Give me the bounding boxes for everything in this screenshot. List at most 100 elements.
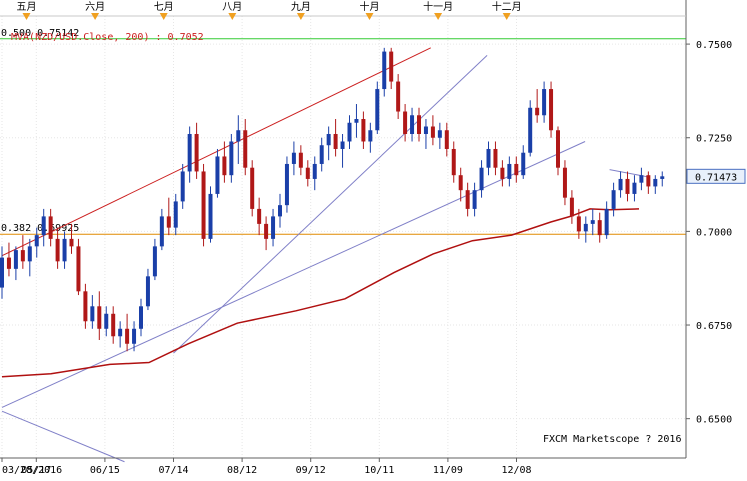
candle-body [549, 89, 554, 131]
candle-body [215, 156, 220, 194]
candle-body [430, 126, 435, 138]
candle-body [479, 167, 484, 191]
candle-up [486, 141, 491, 176]
candle-body [173, 201, 178, 228]
candle-body [569, 197, 574, 217]
watermark: FXCM Marketscope ? 2016 [543, 434, 681, 445]
candle-up [604, 201, 609, 239]
candle-down [55, 227, 60, 269]
candle-up [340, 133, 345, 168]
candle-down [493, 141, 498, 176]
candle-body [458, 175, 463, 191]
candle-body [611, 190, 616, 209]
candle-up [618, 171, 623, 198]
candle-down [417, 107, 421, 142]
candle-body [284, 163, 289, 206]
candle-body [159, 216, 164, 247]
candle-up [528, 100, 533, 157]
candle-down [48, 208, 53, 247]
mva-layer [1, 208, 640, 378]
candle-down [201, 163, 206, 247]
month-marker-triangle [22, 13, 31, 20]
candle-body [236, 130, 241, 142]
candle-down [361, 111, 366, 149]
candle-up [90, 295, 95, 329]
x-tick-label: 10/11 [364, 465, 394, 476]
candle-up [145, 268, 150, 311]
candle-body [444, 130, 449, 149]
candle-body [472, 190, 477, 209]
fib-level-label: 0.382 0.69925 [1, 223, 79, 234]
candle-body [542, 89, 547, 116]
trendline [1, 410, 125, 463]
x-tick-label: 12/08 [501, 465, 531, 476]
candle-down [243, 119, 248, 176]
candle-up [41, 208, 46, 247]
candle-up [423, 119, 428, 149]
candle-up [326, 126, 331, 161]
candle-body [597, 220, 602, 236]
candle-up [653, 175, 658, 194]
candle-down [396, 74, 401, 120]
candle-up [215, 148, 220, 198]
candle-body [139, 306, 143, 329]
candle-body [590, 220, 595, 224]
grid-layer [0, 16, 686, 458]
candle-down [625, 171, 630, 202]
candle-body [243, 130, 248, 168]
candle-body [34, 235, 39, 247]
candle-up [271, 208, 276, 247]
candle-up [13, 246, 18, 281]
month-marker-triangle [365, 13, 374, 20]
current-price-box [686, 168, 746, 184]
y-tick-label: 0.7500 [696, 40, 732, 51]
month-marker-label: 六月 [85, 1, 105, 13]
month-marker-label: 八月 [222, 1, 242, 13]
candle-body [604, 208, 609, 236]
candle-up [354, 104, 359, 138]
candle-body [417, 115, 421, 134]
candle-up [159, 208, 164, 251]
candle-up [229, 133, 234, 183]
candle-body [632, 182, 637, 194]
candle-body [208, 193, 213, 239]
candle-down [194, 122, 199, 179]
candle-down [333, 119, 338, 157]
trendline [1, 141, 586, 408]
candle-down [562, 160, 567, 206]
candle-body [521, 152, 526, 176]
candle-body [583, 223, 588, 232]
candle-body [48, 216, 53, 239]
candle-body [576, 216, 581, 232]
candle-down [125, 313, 130, 352]
candle-up [590, 208, 595, 236]
fib-levels-layer: 0.500 0.75142 0.382 0.69925 [0, 28, 686, 235]
candles-layer [0, 47, 665, 352]
candle-up [312, 156, 317, 191]
candle-body [229, 141, 234, 176]
candle-body [41, 216, 46, 236]
candle-body [653, 178, 658, 187]
candle-up [173, 193, 178, 236]
candle-down [257, 197, 262, 236]
candle-up [236, 115, 241, 164]
fib-level-label: 0.500 0.75142 [1, 28, 79, 39]
candle-up [104, 306, 109, 337]
candle-body [396, 81, 401, 112]
candle-up [437, 122, 442, 149]
candle-body [340, 141, 345, 149]
candle-body [347, 122, 352, 142]
month-marker-label: 十月 [360, 0, 380, 13]
candle-up [62, 231, 67, 269]
trendline [173, 54, 488, 354]
candle-down [451, 141, 456, 183]
candle-body [0, 257, 4, 288]
candle-body [556, 130, 560, 168]
candle-body [639, 175, 644, 183]
candle-body [194, 133, 199, 172]
candle-down [535, 89, 540, 123]
candle-up [410, 107, 415, 142]
x-tick-label: 05/17 [21, 465, 51, 476]
